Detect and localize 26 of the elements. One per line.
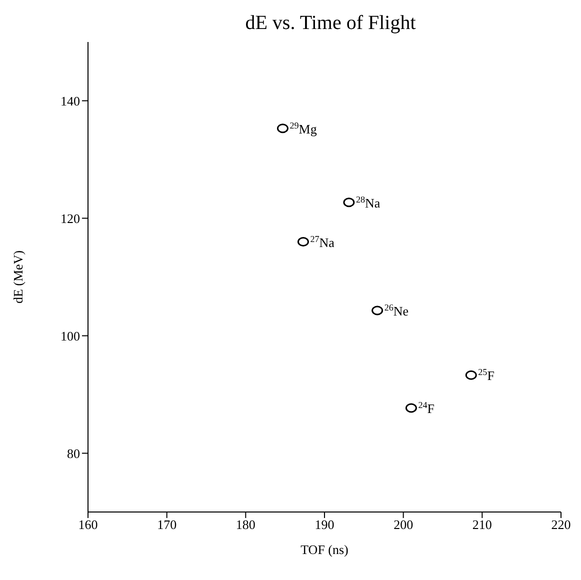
y-tick-label: 80 bbox=[67, 446, 80, 461]
point bbox=[465, 370, 477, 380]
annotation: $^{28}$Na bbox=[356, 194, 380, 210]
y-tick-label: 140 bbox=[60, 93, 80, 108]
x-tick-label: 200 bbox=[394, 517, 414, 532]
y-axis-title: dE (MeV) bbox=[10, 250, 26, 304]
chart-title: dE vs. Time of Flight bbox=[244, 11, 417, 36]
point bbox=[276, 124, 288, 134]
annotation: $^{29}$Mg bbox=[290, 120, 318, 136]
x-tick-label: 210 bbox=[472, 517, 492, 532]
y-tick-label: 120 bbox=[60, 210, 80, 226]
x-tick-label: 190 bbox=[314, 517, 334, 532]
x-tick-label: 170 bbox=[157, 517, 177, 532]
point bbox=[343, 198, 355, 208]
point bbox=[405, 403, 417, 413]
x-axis-title: TOF (ns) bbox=[300, 542, 348, 557]
annotation: $^{25}$F bbox=[478, 367, 494, 384]
x-tick-label: 180 bbox=[236, 517, 256, 532]
point bbox=[372, 306, 384, 316]
point bbox=[297, 237, 309, 246]
annotation: $^{26}$Ne bbox=[384, 302, 409, 318]
y-tick-label: 100 bbox=[60, 328, 80, 344]
annotation: $^{27}$Na bbox=[310, 234, 335, 250]
x-tick-label: 220 bbox=[551, 517, 571, 532]
annotation: $^{24}$F bbox=[418, 400, 435, 416]
x-tick-label: 160 bbox=[78, 517, 98, 532]
